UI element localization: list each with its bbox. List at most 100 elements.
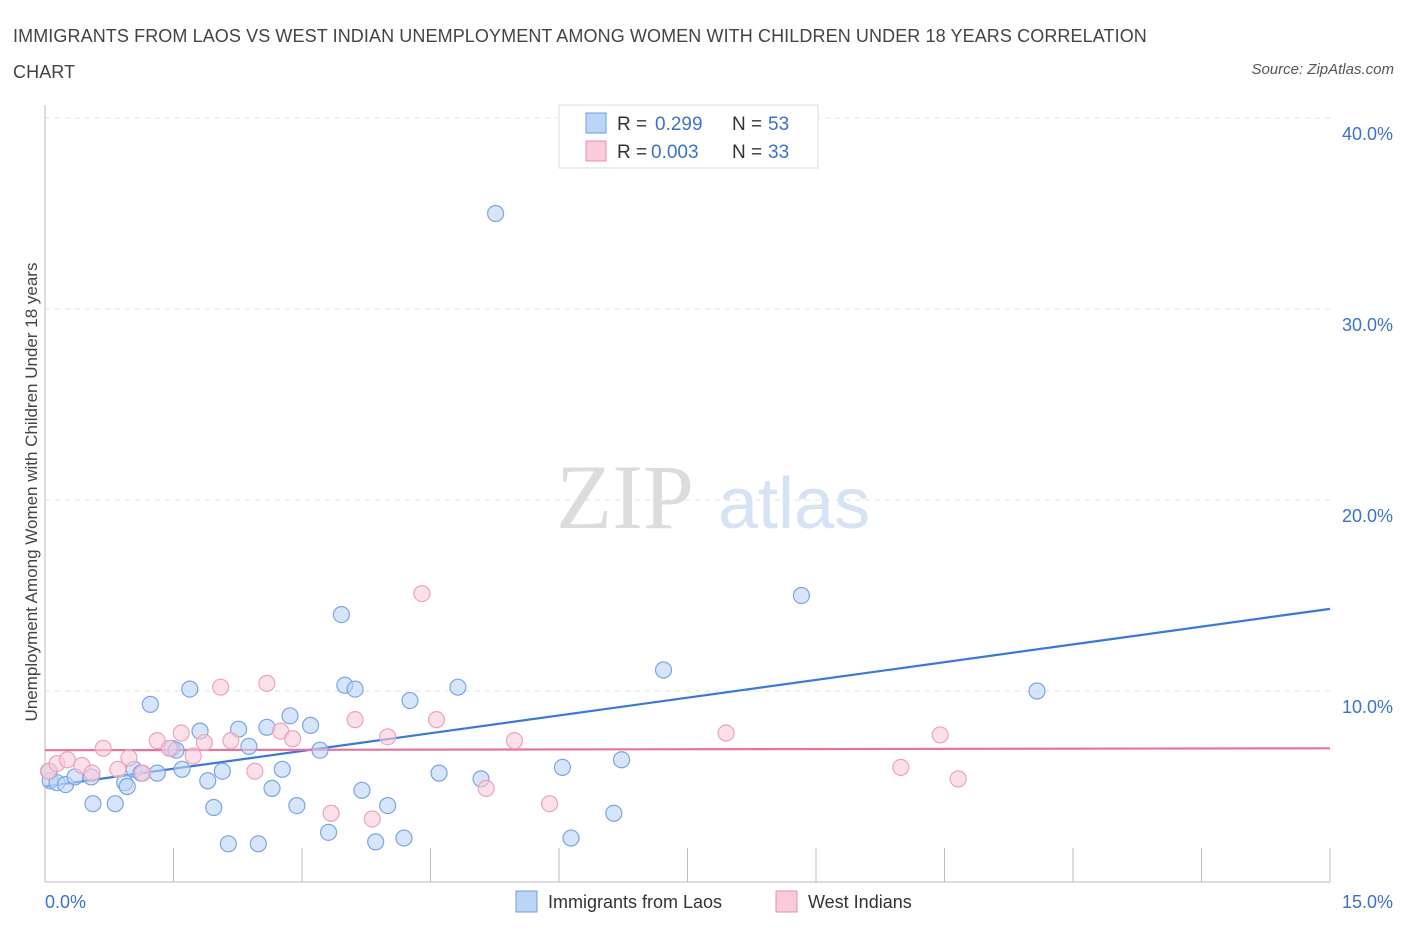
west-indians-point [413,584,431,603]
bottom-legend: Immigrants from Laos West Indians [515,890,912,913]
laos-point [84,795,102,813]
laos-point [319,823,338,841]
west-indians-point [346,711,364,729]
west-indians-point [134,764,152,782]
laos-point [449,678,467,696]
laos-point [263,779,281,798]
grid-lines [45,117,1330,692]
west-indians-point [540,795,559,813]
legend-r-label: R = [617,114,647,135]
legend-n-value: 33 [768,142,789,163]
laos-point [346,680,364,698]
laos-point [487,204,505,223]
legend-swatch-west-indians [585,140,607,162]
x-tick-labels: 0.0% 15.0% [45,892,1393,912]
watermark-atlas: atlas [718,464,870,544]
legend-r-label: R = [617,142,647,163]
laos-point [311,741,329,759]
laos-point [219,835,237,853]
legend-n-value: 53 [768,114,789,135]
laos-point [430,764,448,782]
west-indians-point [246,762,264,780]
west-indians-point [195,733,213,752]
west-indians-point [949,770,967,788]
laos-point [141,695,159,713]
laos-point [240,737,258,755]
west-indians-point [184,747,202,765]
laos-point [249,835,267,853]
watermark: ZIP atlas [556,446,870,548]
west-indians-point [58,751,76,769]
laos-point [379,796,397,815]
west-indians-point [109,760,127,778]
west-indians-point [94,739,112,757]
west-indians-point [717,724,735,742]
west-indians-point [283,730,302,748]
laos-point [288,796,306,815]
legend-n-label: N = [732,142,762,163]
laos-point [181,680,199,698]
west-indians-point [222,732,240,750]
laos-point [792,586,811,605]
laos-point [332,605,351,624]
west-indians-point [160,739,178,757]
west-indians-point [83,764,101,782]
x-tick-label: 0.0% [45,892,86,912]
y-tick-labels: 10.0% 20.0% 30.0% 40.0% [1342,124,1393,717]
laos-point [605,804,623,822]
y-axis-label: Unemployment Among Women with Children U… [22,263,41,722]
axes [44,105,1331,883]
laos-point [273,760,291,778]
laos-point [562,829,580,847]
data-points [39,204,1046,853]
laos-point [205,798,223,817]
legend-r-value: 0.299 [655,114,703,135]
legend-box: R = 0.299 N = 53 R = 0.003 N = 33 [558,104,819,169]
laos-point [173,760,191,778]
legend-r-value: 0.003 [651,142,699,163]
y-tick-label: 40.0% [1342,124,1393,144]
laos-point [612,751,631,769]
legend-swatch-laos [585,112,607,134]
laos-point [281,707,299,725]
laos-trend-line [44,607,1331,788]
laos-point [367,833,385,851]
laos-point [395,829,413,847]
chart-title: IMMIGRANTS FROM LAOS VS WEST INDIAN UNEM… [13,26,1147,82]
bottom-legend-label-laos: Immigrants from Laos [548,892,722,912]
west-indians-point [172,724,190,742]
west-indians-point [212,678,230,696]
y-tick-label: 30.0% [1342,315,1393,335]
west-indians-point [120,749,138,767]
watermark-zip: ZIP [556,446,694,548]
laos-point [1028,682,1046,700]
west-indians-point [322,804,340,822]
west-indians-trend-line [44,747,1331,752]
west-indians-point [427,711,446,729]
west-indians-point [931,726,949,744]
laos-point [654,661,673,679]
laos-point [301,716,320,734]
laos-point [199,772,217,790]
west-indians-point [505,732,524,750]
west-indians-point [148,732,166,750]
laos-point [213,762,231,780]
laos-point [553,758,572,777]
laos-point [106,795,124,813]
west-indians-point [379,728,397,746]
west-indians-point [363,810,381,828]
y-tick-label: 20.0% [1342,506,1393,526]
west-indians-point [271,722,290,740]
x-tick-label: 15.0% [1342,892,1393,912]
y-tick-label: 10.0% [1342,697,1393,717]
bottom-legend-swatch-west-indians [775,890,798,913]
west-indians-point [477,779,495,798]
west-indians-point [892,758,910,777]
bottom-legend-swatch-laos [515,890,538,913]
bottom-legend-label-west-indians: West Indians [808,892,912,912]
source-label: Source: ZipAtlas.com [1251,61,1394,78]
laos-point [401,691,419,710]
west-indians-point [258,674,276,692]
legend-n-label: N = [732,114,762,135]
